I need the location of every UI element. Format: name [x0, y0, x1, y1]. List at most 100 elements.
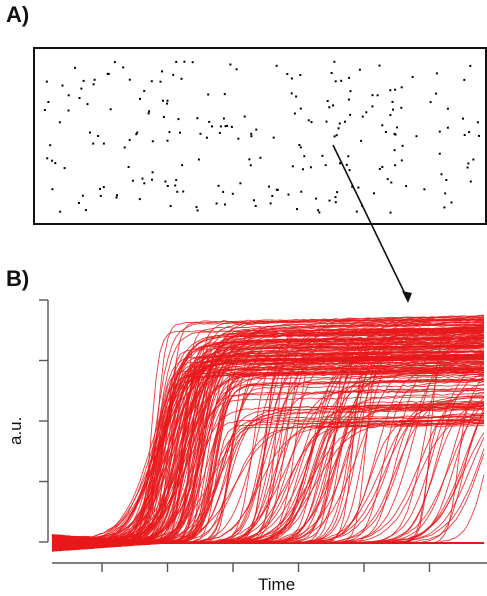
raster-point — [411, 75, 414, 78]
raster-point — [389, 89, 392, 92]
raster-point — [315, 197, 318, 200]
raster-point — [466, 166, 469, 169]
raster-point — [161, 70, 163, 73]
raster-point — [195, 206, 198, 209]
raster-point — [250, 135, 253, 138]
raster-point — [347, 98, 350, 101]
raster-point — [151, 171, 154, 174]
raster-point — [205, 136, 208, 139]
raster-point — [290, 77, 293, 80]
raster-point — [405, 185, 408, 188]
trace-line — [51, 369, 485, 546]
raster-point — [45, 80, 48, 83]
raster-point — [230, 125, 233, 128]
raster-point — [128, 78, 131, 81]
raster-point — [106, 72, 109, 75]
raster-frame — [33, 47, 487, 225]
raster-point — [148, 110, 151, 113]
raster-point — [168, 131, 171, 134]
raster-point — [321, 154, 324, 157]
raster-point — [463, 134, 466, 136]
raster-point — [223, 93, 226, 96]
raster-point — [67, 109, 70, 112]
trace-line — [51, 345, 485, 546]
raster-point — [333, 60, 336, 63]
trace-line — [51, 375, 485, 544]
raster-point — [67, 94, 70, 97]
raster-point — [97, 135, 100, 137]
raster-point — [102, 142, 105, 145]
raster-point — [179, 131, 181, 134]
raster-point — [92, 83, 95, 86]
raster-point — [248, 158, 251, 161]
raster-point — [199, 132, 202, 135]
raster-point — [166, 102, 168, 105]
raster-point — [381, 166, 384, 168]
raster-point — [250, 132, 253, 135]
trace-line — [51, 351, 485, 542]
raster-point — [438, 152, 441, 155]
raster-point — [222, 117, 225, 120]
raster-point — [138, 198, 141, 201]
raster-point — [291, 165, 294, 168]
raster-point — [215, 202, 218, 205]
raster-point — [381, 124, 384, 127]
raster-point — [151, 140, 154, 143]
raster-point — [166, 185, 169, 187]
raster-point — [287, 193, 290, 196]
raster-point — [340, 79, 343, 82]
raster-point — [360, 139, 363, 142]
raster-point — [74, 66, 76, 69]
trace-lines — [51, 314, 485, 552]
raster-point — [332, 104, 334, 107]
raster-point — [446, 126, 449, 129]
raster-point — [299, 74, 302, 76]
trace-line — [51, 355, 485, 545]
trace-line — [51, 375, 485, 545]
raster-point — [128, 138, 131, 141]
trace-line — [51, 333, 485, 541]
raster-point — [127, 166, 130, 168]
raster-point — [177, 118, 180, 121]
raster-point — [478, 134, 480, 137]
raster-point — [348, 76, 351, 79]
raster-point — [135, 133, 138, 136]
raster-point — [77, 202, 80, 204]
raster-point — [365, 111, 368, 114]
raster-point — [93, 78, 96, 81]
connector-arrow — [332, 144, 412, 303]
raster-point — [249, 164, 252, 167]
raster-point — [131, 179, 134, 182]
trace-line — [51, 357, 485, 552]
raster-point — [268, 185, 270, 188]
raster-point — [328, 106, 331, 109]
raster-point — [373, 192, 375, 195]
raster-point — [123, 146, 126, 149]
raster-point — [310, 121, 313, 124]
raster-point — [143, 89, 146, 92]
raster-point — [339, 162, 341, 165]
raster-point — [150, 80, 153, 83]
raster-point — [54, 162, 57, 165]
raster-point — [334, 201, 337, 204]
raster-point — [325, 120, 328, 123]
raster-point — [295, 95, 298, 98]
raster-point — [243, 115, 246, 118]
raster-point — [394, 88, 397, 91]
raster-point — [182, 190, 185, 193]
trace-line — [51, 328, 485, 547]
raster-point — [208, 120, 211, 123]
raster-point — [298, 144, 301, 146]
raster-point — [467, 162, 470, 165]
x-axis-label: Time — [258, 575, 296, 594]
raster-point — [444, 192, 447, 195]
raster-point — [102, 186, 105, 189]
raster-point — [358, 68, 361, 71]
raster-point — [443, 206, 446, 209]
raster-point — [299, 107, 302, 110]
raster-point — [438, 130, 441, 133]
raster-point — [394, 164, 397, 167]
raster-point — [116, 194, 118, 197]
raster-point — [330, 72, 333, 74]
raster-point — [78, 97, 81, 99]
